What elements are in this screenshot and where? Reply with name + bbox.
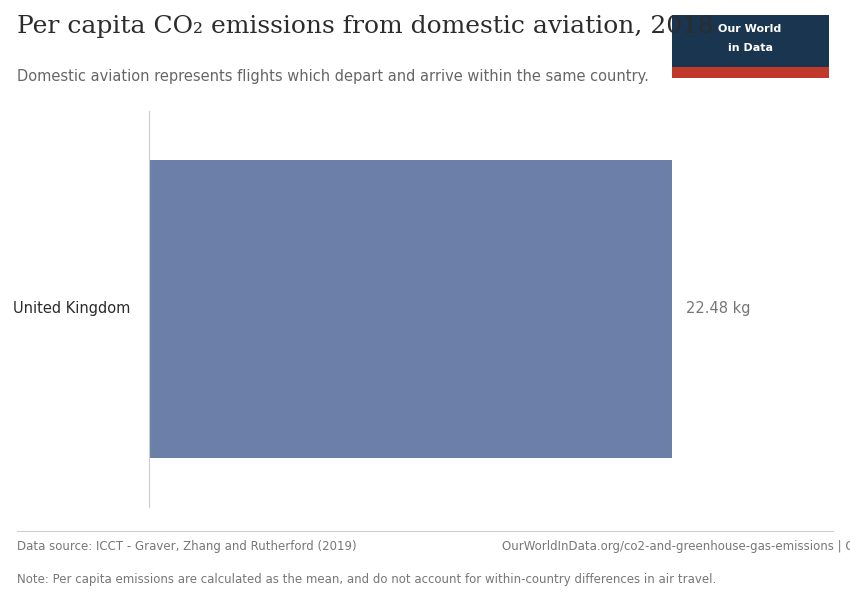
Text: in Data: in Data <box>728 43 773 53</box>
Text: 22.48 kg: 22.48 kg <box>686 301 751 317</box>
Text: OurWorldInData.org/co2-and-greenhouse-gas-emissions | CC BY: OurWorldInData.org/co2-and-greenhouse-ga… <box>502 540 850 553</box>
Bar <box>149 160 672 458</box>
Text: Data source: ICCT - Graver, Zhang and Rutherford (2019): Data source: ICCT - Graver, Zhang and Ru… <box>17 540 357 553</box>
Bar <box>672 67 829 78</box>
Text: Note: Per capita emissions are calculated as the mean, and do not account for wi: Note: Per capita emissions are calculate… <box>17 573 717 586</box>
Text: United Kingdom: United Kingdom <box>13 301 130 317</box>
Text: Domestic aviation represents flights which depart and arrive within the same cou: Domestic aviation represents flights whi… <box>17 69 649 84</box>
Text: Our World: Our World <box>718 24 782 34</box>
Text: Per capita CO₂ emissions from domestic aviation, 2018: Per capita CO₂ emissions from domestic a… <box>17 15 714 38</box>
